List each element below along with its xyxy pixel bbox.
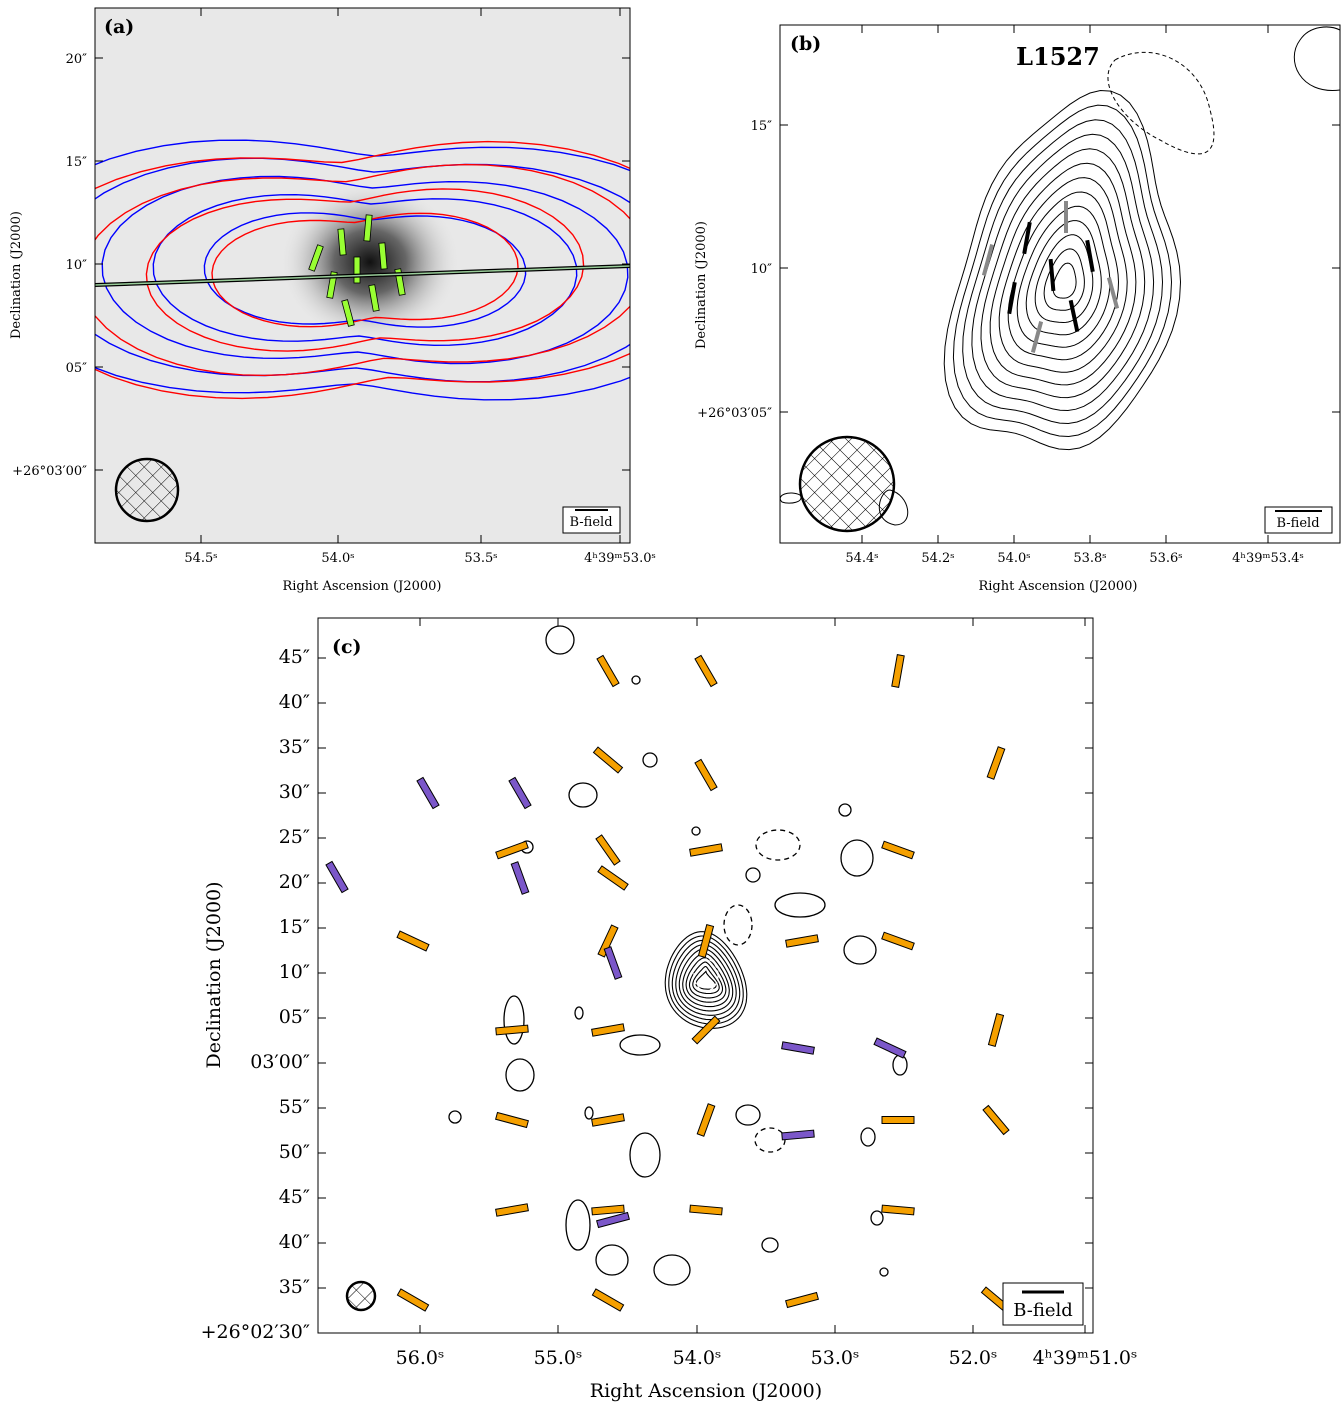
y-tick-label: 20″ xyxy=(279,871,310,893)
y-tick-label: 20″ xyxy=(66,52,88,67)
legend: B-field xyxy=(1013,1300,1073,1321)
y-tick-label: 10″ xyxy=(279,961,310,983)
x-tick-label: 4ʰ39ᵐ53.0ˢ xyxy=(584,551,656,566)
y-tick-label: 15″ xyxy=(66,155,88,170)
y-tick-label: 40″ xyxy=(279,691,310,713)
y-tick-label: 45″ xyxy=(279,646,310,668)
y-tick-label: 25″ xyxy=(279,826,310,848)
x-tick-label: 53.8ˢ xyxy=(1073,551,1106,566)
y-tick-label: 05″ xyxy=(279,1006,310,1028)
panel-label: (a) xyxy=(104,16,134,38)
figure: B-field (a) B-field (b) L1527 B-field (c… xyxy=(0,0,1344,1414)
b-vector xyxy=(882,1117,914,1124)
x-tick-label: 4ʰ39ᵐ51.0ˢ xyxy=(1033,1347,1138,1369)
y-tick-label: 30″ xyxy=(279,781,310,803)
y-tick-label: 40″ xyxy=(279,1231,310,1253)
x-tick-label: 53.0ˢ xyxy=(811,1347,860,1369)
y-tick-label: 45″ xyxy=(279,1186,310,1208)
x-tick-label: 53.5ˢ xyxy=(464,551,497,566)
x-tick-label: 54.0ˢ xyxy=(673,1347,722,1369)
x-axis-title: Right Ascension (J2000) xyxy=(978,579,1137,594)
y-axis-title: Declination (J2000) xyxy=(694,221,709,349)
panel-label: (b) xyxy=(790,33,821,55)
x-tick-label: 56.0ˢ xyxy=(396,1347,445,1369)
legend: B-field xyxy=(569,515,612,530)
y-tick-label: +26°03′05″ xyxy=(697,406,772,421)
y-axis-title: Declination (J2000) xyxy=(9,211,24,339)
y-tick-label: +26°02′30″ xyxy=(201,1321,310,1343)
x-tick-label: 54.0ˢ xyxy=(997,551,1030,566)
y-tick-label: 55″ xyxy=(279,1096,310,1118)
b-vector xyxy=(1051,259,1054,291)
y-tick-label: 03′00″ xyxy=(250,1051,310,1073)
x-axis-title: Right Ascension (J2000) xyxy=(590,1380,822,1402)
x-tick-label: 52.0ˢ xyxy=(949,1347,998,1369)
legend: B-field xyxy=(1276,516,1319,531)
b-vector xyxy=(354,257,360,283)
x-tick-label: 54.0ˢ xyxy=(321,551,354,566)
x-tick-label: 54.2ˢ xyxy=(921,551,954,566)
x-axis-title: Right Ascension (J2000) xyxy=(282,579,441,594)
y-tick-label: 35″ xyxy=(279,736,310,758)
panel-label: (c) xyxy=(332,636,362,658)
y-tick-label: 50″ xyxy=(279,1141,310,1163)
y-tick-label: 15″ xyxy=(279,916,310,938)
y-tick-label: 35″ xyxy=(279,1276,310,1298)
x-tick-label: 55.0ˢ xyxy=(534,1347,583,1369)
x-tick-label: 53.6ˢ xyxy=(1149,551,1182,566)
x-tick-label: 54.5ˢ xyxy=(184,551,217,566)
y-tick-label: 15″ xyxy=(751,119,773,134)
panel-c: B-field (c) xyxy=(318,618,1093,1333)
y-tick-label: 10″ xyxy=(66,258,88,273)
y-axis-title: Declination (J2000) xyxy=(203,881,225,1068)
y-tick-label: +26°03′00″ xyxy=(12,464,87,479)
y-tick-label: 10″ xyxy=(751,262,773,277)
source-name: L1527 xyxy=(1016,42,1100,71)
panel-a: B-field (a) xyxy=(0,8,730,543)
x-tick-label: 54.4ˢ xyxy=(845,551,878,566)
x-tick-label: 4ʰ39ᵐ53.4ˢ xyxy=(1232,551,1304,566)
panel-b: B-field (b) L1527 xyxy=(780,25,1340,543)
y-tick-label: 05″ xyxy=(66,361,88,376)
